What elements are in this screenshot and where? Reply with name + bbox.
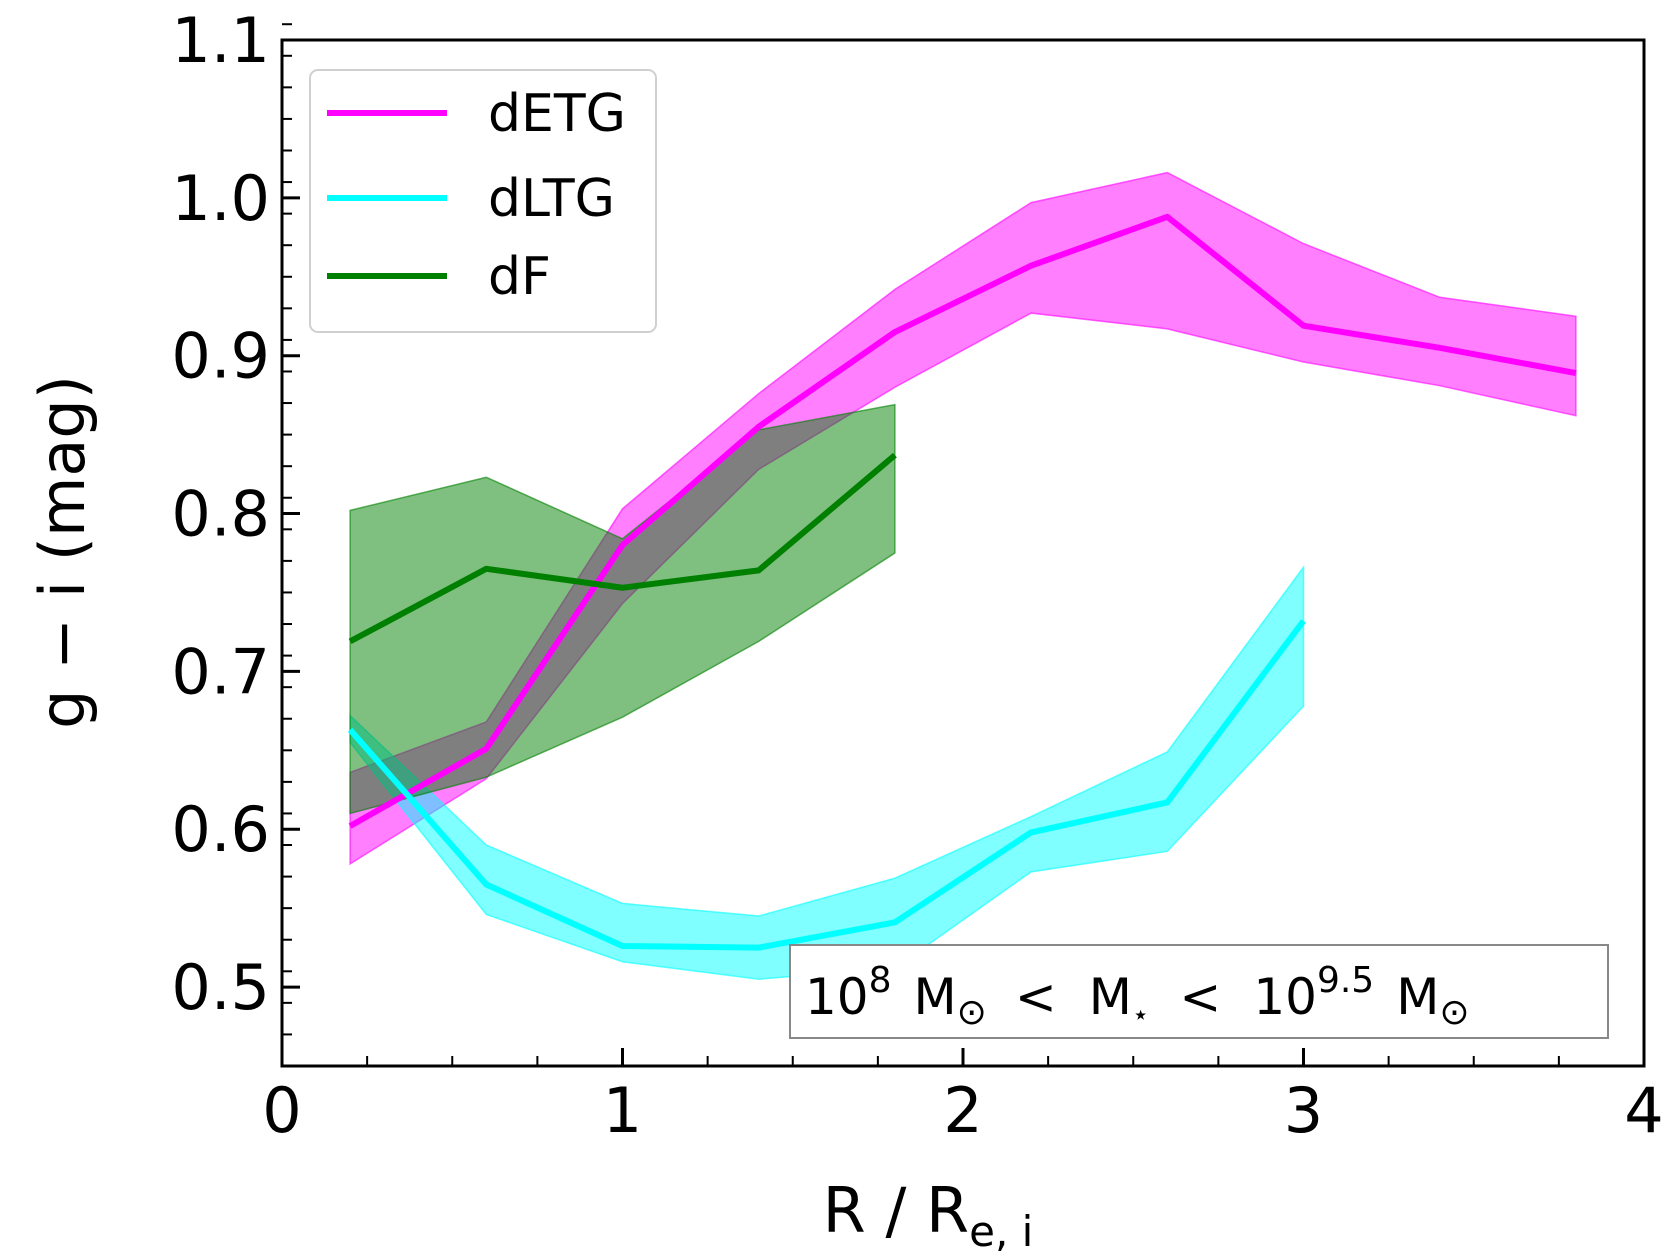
anno-lt-1: < <box>1015 968 1057 1026</box>
legend-label-detg: dETG <box>488 84 626 144</box>
annotation-text: 108 M⊙ < M⋆ <109.5 M⊙ <box>805 960 1470 1033</box>
anno-lt-2: < <box>1179 968 1221 1026</box>
x-axis-title-subscript: e, i <box>969 1207 1033 1256</box>
x-tick-label: 1 <box>603 1074 642 1147</box>
sun-symbol-icon: ⊙ <box>1439 992 1469 1033</box>
y-tick-label: 1.1 <box>171 4 270 77</box>
axis-ticks <box>280 23 1646 1067</box>
tick-labels: 0 1 2 3 4 0.5 0.6 0.7 0.8 0.9 1.0 1.1 <box>171 4 1663 1147</box>
y-tick-label: 0.5 <box>171 951 270 1024</box>
anno-exp-high: 9.5 <box>1317 960 1374 1001</box>
x-tick-label: 2 <box>943 1074 982 1147</box>
legend-box <box>309 69 657 333</box>
anno-mstar: M <box>1089 968 1132 1026</box>
y-tick-label: 0.8 <box>171 478 270 551</box>
line-df <box>348 452 897 645</box>
x-tick-label: 3 <box>1284 1074 1323 1147</box>
anno-base-high: 10 <box>1253 968 1317 1026</box>
y-tick-label: 0.6 <box>171 793 270 866</box>
legend-label-df: dF <box>488 247 551 307</box>
band-dltg <box>349 564 1305 980</box>
y-axis-title: g − i (mag) <box>26 375 99 729</box>
line-dltg <box>347 619 1306 951</box>
band-df <box>349 403 896 815</box>
confidence-bands <box>349 171 1577 980</box>
x-tick-label: 4 <box>1624 1074 1663 1147</box>
annotation-box <box>789 944 1609 1039</box>
mass-range-annotation: 108 M⊙ < M⋆ <109.5 M⊙ <box>789 944 1609 1039</box>
anno-base-low: 10 <box>805 968 869 1026</box>
legend-label-dltg: dLTG <box>488 169 615 229</box>
sun-symbol-icon: ⊙ <box>957 992 987 1033</box>
series-lines <box>347 213 1577 951</box>
star-symbol-icon: ⋆ <box>1132 998 1150 1031</box>
y-tick-label: 0.9 <box>171 320 270 393</box>
x-axis-title: R / Re, i <box>823 1174 1034 1256</box>
y-tick-label: 1.0 <box>171 162 270 235</box>
anno-exp-low: 8 <box>869 960 892 1001</box>
x-tick-label: 0 <box>262 1074 301 1147</box>
y-tick-label: 0.7 <box>171 635 270 708</box>
x-axis-title-main: R / R <box>823 1174 969 1247</box>
anno-unit-low: M <box>914 968 957 1026</box>
line-detg <box>348 213 1577 829</box>
legend: dETG dLTG dF <box>309 69 657 333</box>
anno-unit-high: M <box>1396 968 1439 1026</box>
